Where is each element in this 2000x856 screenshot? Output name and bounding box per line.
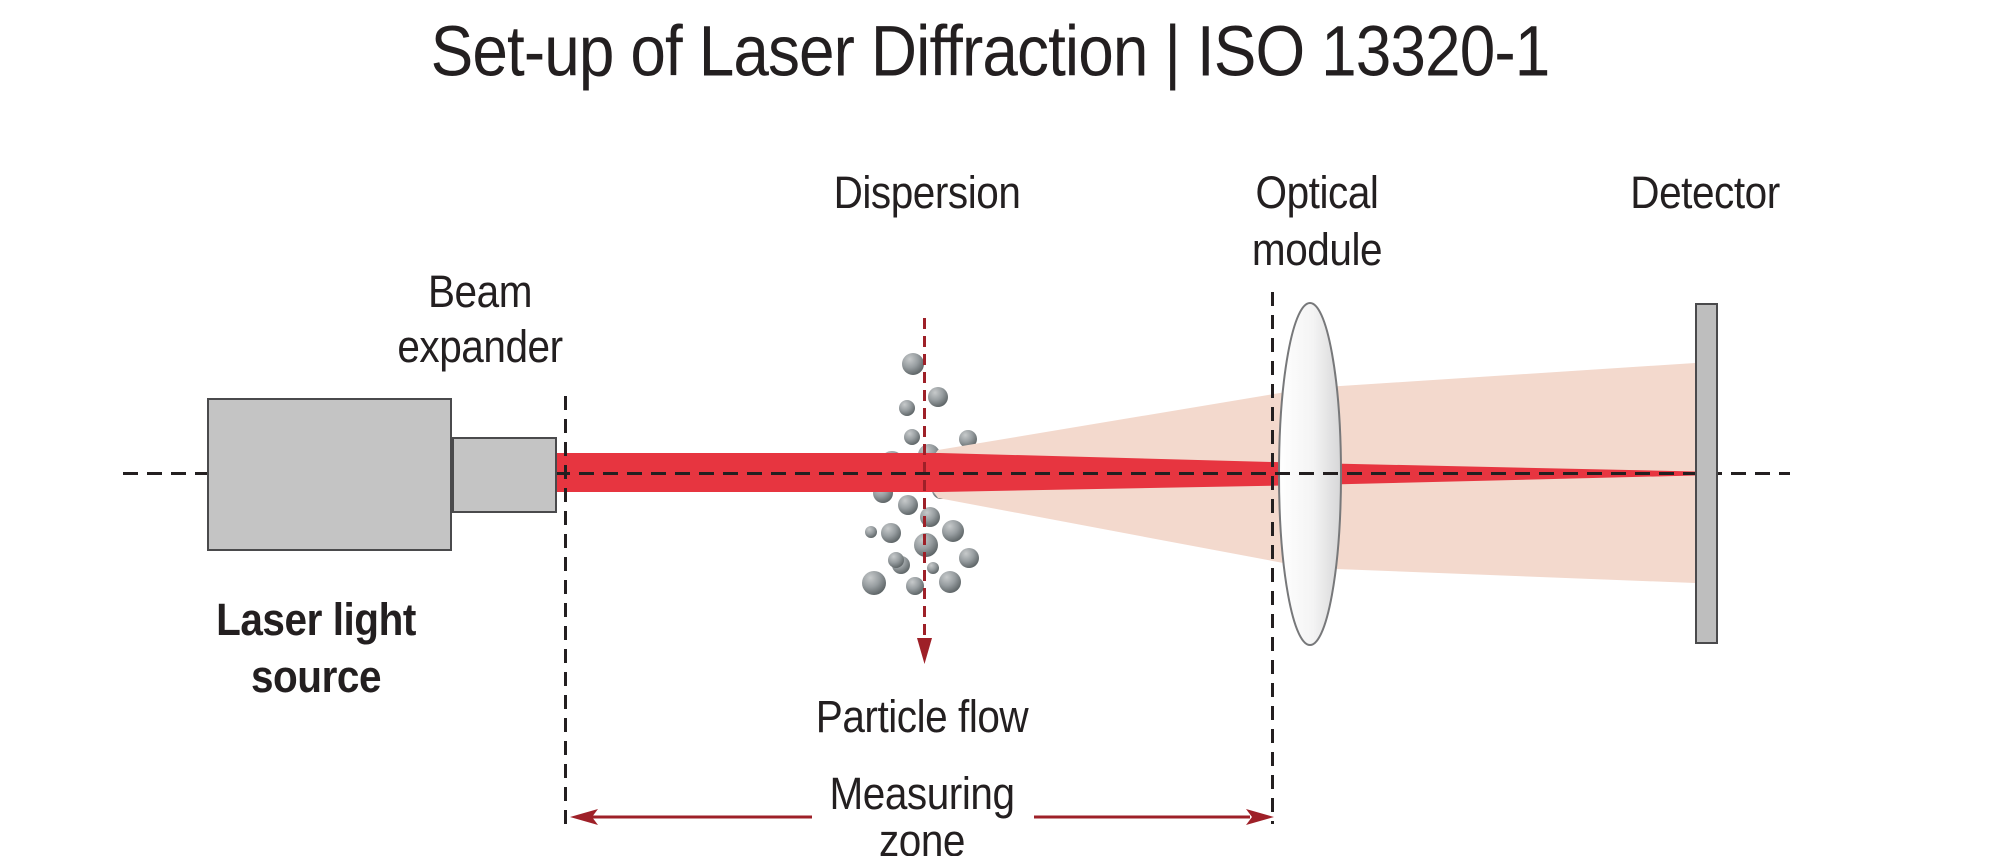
- label-beam-expander-line1: Beam: [427, 266, 533, 317]
- particle: [902, 353, 924, 375]
- particle: [899, 400, 915, 416]
- label-measuring-zone-line1: Measuring: [829, 768, 1015, 819]
- label-laser-source-line1: Laser light: [216, 594, 416, 645]
- particle: [898, 495, 918, 515]
- laser-source-box: [207, 398, 452, 551]
- optical-axis-line: [123, 471, 1790, 475]
- label-laser-source-line2: source: [250, 651, 382, 702]
- particle-flow-line: [923, 318, 926, 640]
- label-beam-expander-line2: expander: [397, 321, 563, 372]
- particle: [928, 387, 948, 407]
- page-title: Set-up of Laser Diffraction | ISO 13320-…: [430, 12, 1551, 92]
- particle: [881, 523, 901, 543]
- particle: [888, 552, 904, 568]
- particle: [904, 429, 920, 445]
- label-optical-module-line2: module: [1251, 224, 1383, 275]
- particle: [862, 571, 886, 595]
- label-dispersion: Dispersion: [833, 167, 1021, 218]
- label-measuring-zone-line2: zone: [878, 815, 966, 856]
- measuring-zone-left-boundary: [564, 396, 567, 824]
- measuring-zone-right-boundary: [1271, 292, 1274, 824]
- particle: [939, 571, 961, 593]
- particle: [927, 562, 939, 574]
- label-optical-module-line1: Optical: [1255, 167, 1379, 218]
- beam-expander-nozzle: [452, 437, 557, 513]
- particle: [865, 526, 877, 538]
- particle: [906, 577, 924, 595]
- particle: [914, 533, 938, 557]
- label-detector: Detector: [1630, 167, 1780, 218]
- particle: [959, 430, 977, 448]
- particle-flow-arrowhead-icon: [917, 638, 932, 664]
- particle: [942, 520, 964, 542]
- measuring-zone-arrow-left-head-icon: [570, 809, 598, 825]
- particle: [959, 548, 979, 568]
- detector-bar: [1695, 303, 1718, 644]
- label-particle-flow: Particle flow: [815, 691, 1029, 742]
- measuring-zone-arrow-right-head-icon: [1246, 809, 1274, 825]
